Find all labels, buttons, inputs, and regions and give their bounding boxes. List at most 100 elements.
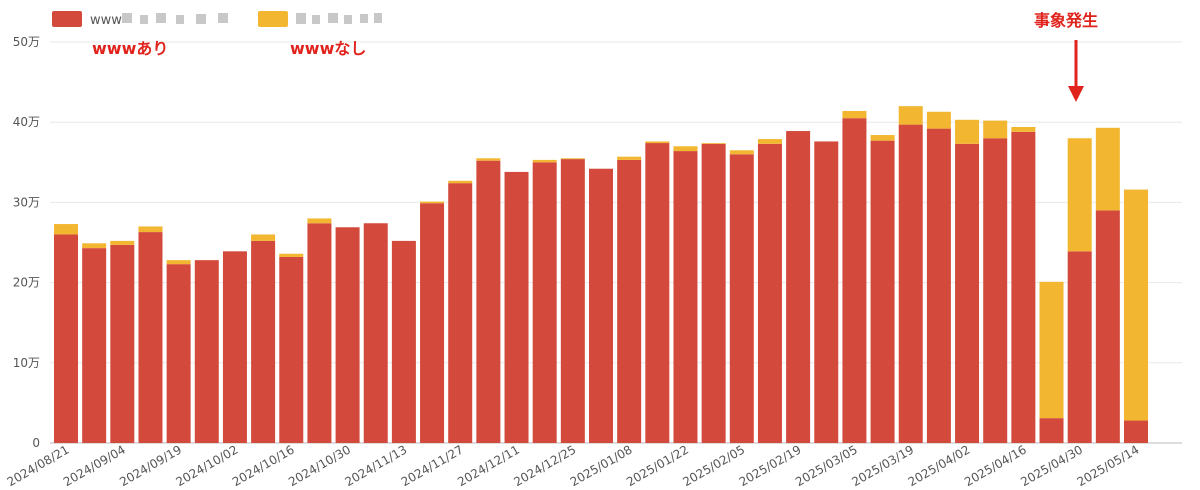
bar-segment-series-1[interactable] xyxy=(279,253,304,257)
bar-segment-series-1[interactable] xyxy=(1124,189,1148,421)
bar-segment-series-1[interactable] xyxy=(1095,127,1120,211)
bar-segment-series-0[interactable] xyxy=(448,183,473,444)
bar-segment-series-0[interactable] xyxy=(54,234,78,443)
bar-segment-series-1[interactable] xyxy=(701,143,726,144)
bar-segment-series-0[interactable] xyxy=(814,141,839,443)
bar-segment-series-1[interactable] xyxy=(166,260,191,265)
bar-segment-series-0[interactable] xyxy=(363,223,388,443)
bar-segment-series-1[interactable] xyxy=(673,146,698,152)
bar-segment-series-1[interactable] xyxy=(138,226,163,233)
legend-item-www[interactable]: www xyxy=(52,11,228,28)
arrow-down-icon xyxy=(1068,40,1084,102)
bar-segment-series-0[interactable] xyxy=(786,131,811,443)
legend-swatch-second xyxy=(258,11,288,27)
x-tick-label: 2024/10/16 xyxy=(230,442,297,489)
bar-segment-series-1[interactable] xyxy=(532,159,557,163)
x-tick-label: 2024/11/27 xyxy=(399,442,466,489)
bar-segment-series-0[interactable] xyxy=(251,240,276,443)
bar-segment-series-0[interactable] xyxy=(926,128,951,443)
bar-segment-series-1[interactable] xyxy=(983,120,1008,139)
x-tick-label: 2025/02/19 xyxy=(737,442,804,489)
bar-segment-series-0[interactable] xyxy=(1039,418,1064,443)
bar-segment-series-0[interactable] xyxy=(391,240,416,443)
annotation-www-nashi: wwwなし xyxy=(290,39,366,58)
legend-label-redacted-2 xyxy=(296,13,382,24)
bar-segment-series-0[interactable] xyxy=(729,154,754,443)
bar-segment-series-0[interactable] xyxy=(757,143,782,443)
legend-label-redacted xyxy=(122,13,228,24)
bar-segment-series-0[interactable] xyxy=(279,256,304,443)
bar-segment-series-0[interactable] xyxy=(560,159,585,444)
bar-segment-series-1[interactable] xyxy=(757,139,782,144)
x-tick-label: 2025/01/08 xyxy=(568,442,635,489)
x-tick-label: 2025/05/14 xyxy=(1075,442,1142,489)
bar-segment-series-0[interactable] xyxy=(1011,131,1036,443)
x-tick-label: 2024/11/13 xyxy=(342,442,409,489)
bar-segment-series-1[interactable] xyxy=(1067,138,1092,252)
bar-segment-series-1[interactable] xyxy=(1011,127,1036,132)
x-tick-label: 2024/09/19 xyxy=(117,442,184,489)
bar-segment-series-1[interactable] xyxy=(420,201,445,204)
bar-segment-series-0[interactable] xyxy=(673,151,698,443)
bar-segment-series-1[interactable] xyxy=(54,224,78,235)
bar-segment-series-1[interactable] xyxy=(870,135,895,141)
bar-segment-series-0[interactable] xyxy=(222,251,247,443)
bar-segment-series-1[interactable] xyxy=(476,158,501,161)
bar-segment-series-0[interactable] xyxy=(983,138,1008,444)
bar-segment-series-1[interactable] xyxy=(617,156,642,160)
bar-segment-series-0[interactable] xyxy=(1124,420,1148,443)
bar-segment-series-0[interactable] xyxy=(870,140,895,443)
bar-segment-series-0[interactable] xyxy=(645,143,670,443)
bar-segment-series-1[interactable] xyxy=(307,218,332,224)
x-tick-label: 2024/09/04 xyxy=(61,442,128,489)
bar-segment-series-0[interactable] xyxy=(307,223,332,443)
bar-segment-series-0[interactable] xyxy=(194,260,219,443)
legend-item-second[interactable] xyxy=(258,11,382,27)
bar-segment-series-1[interactable] xyxy=(1039,281,1064,419)
x-tick-label: 2025/03/19 xyxy=(849,442,916,489)
y-axis-ticks: 0 10万 20万 30万 40万 50万 xyxy=(13,35,40,450)
bar-segment-series-0[interactable] xyxy=(617,159,642,444)
bar-segment-series-1[interactable] xyxy=(926,111,951,129)
legend-label-www: www xyxy=(90,13,122,28)
bar-segment-series-1[interactable] xyxy=(110,240,135,245)
legend[interactable]: www xyxy=(52,11,382,28)
bar-segment-series-0[interactable] xyxy=(138,232,163,443)
bar-segment-series-0[interactable] xyxy=(504,171,529,443)
bar-segment-series-0[interactable] xyxy=(532,162,557,444)
bar-segment-series-0[interactable] xyxy=(955,143,980,443)
bar-segment-series-0[interactable] xyxy=(898,124,923,443)
bar-segment-series-1[interactable] xyxy=(645,141,670,144)
x-tick-label: 2024/12/11 xyxy=(455,442,522,489)
bar-segment-series-0[interactable] xyxy=(166,264,191,443)
bar-segment-series-0[interactable] xyxy=(82,248,107,443)
bar-segment-series-1[interactable] xyxy=(842,110,867,119)
bar-segment-series-0[interactable] xyxy=(335,227,360,443)
bar-segment-series-1[interactable] xyxy=(729,150,754,155)
y-tick-label: 30万 xyxy=(13,195,40,209)
bar-segment-series-1[interactable] xyxy=(560,158,585,160)
bar-segment-series-1[interactable] xyxy=(82,243,107,249)
y-tick-label: 50万 xyxy=(13,35,40,49)
x-tick-label: 2024/10/02 xyxy=(174,442,241,489)
bar-segment-series-0[interactable] xyxy=(1067,251,1092,443)
bar-segment-series-0[interactable] xyxy=(420,203,445,443)
bar-segment-series-0[interactable] xyxy=(1095,210,1120,443)
bar-segment-series-0[interactable] xyxy=(589,168,613,443)
bar-segment-series-1[interactable] xyxy=(898,106,923,125)
y-tick-label: 10万 xyxy=(13,356,40,370)
x-axis-ticks: 2024/08/212024/09/042024/09/192024/10/02… xyxy=(5,442,1142,489)
bar-segment-series-0[interactable] xyxy=(842,118,867,443)
x-tick-label: 2025/02/05 xyxy=(680,442,747,489)
bar-segment-series-0[interactable] xyxy=(110,244,135,443)
bar-segment-series-1[interactable] xyxy=(955,119,980,144)
y-tick-label: 0 xyxy=(32,436,40,450)
bar-segment-series-0[interactable] xyxy=(476,160,501,444)
legend-swatch-www xyxy=(52,11,82,27)
annotation-event: 事象発生 xyxy=(1034,11,1098,30)
x-tick-label: 2024/12/25 xyxy=(511,442,578,489)
bar-segment-series-0[interactable] xyxy=(701,143,726,443)
bar-segment-series-1[interactable] xyxy=(448,180,473,184)
bar-segment-series-1[interactable] xyxy=(251,234,276,241)
y-tick-label: 20万 xyxy=(13,276,40,290)
